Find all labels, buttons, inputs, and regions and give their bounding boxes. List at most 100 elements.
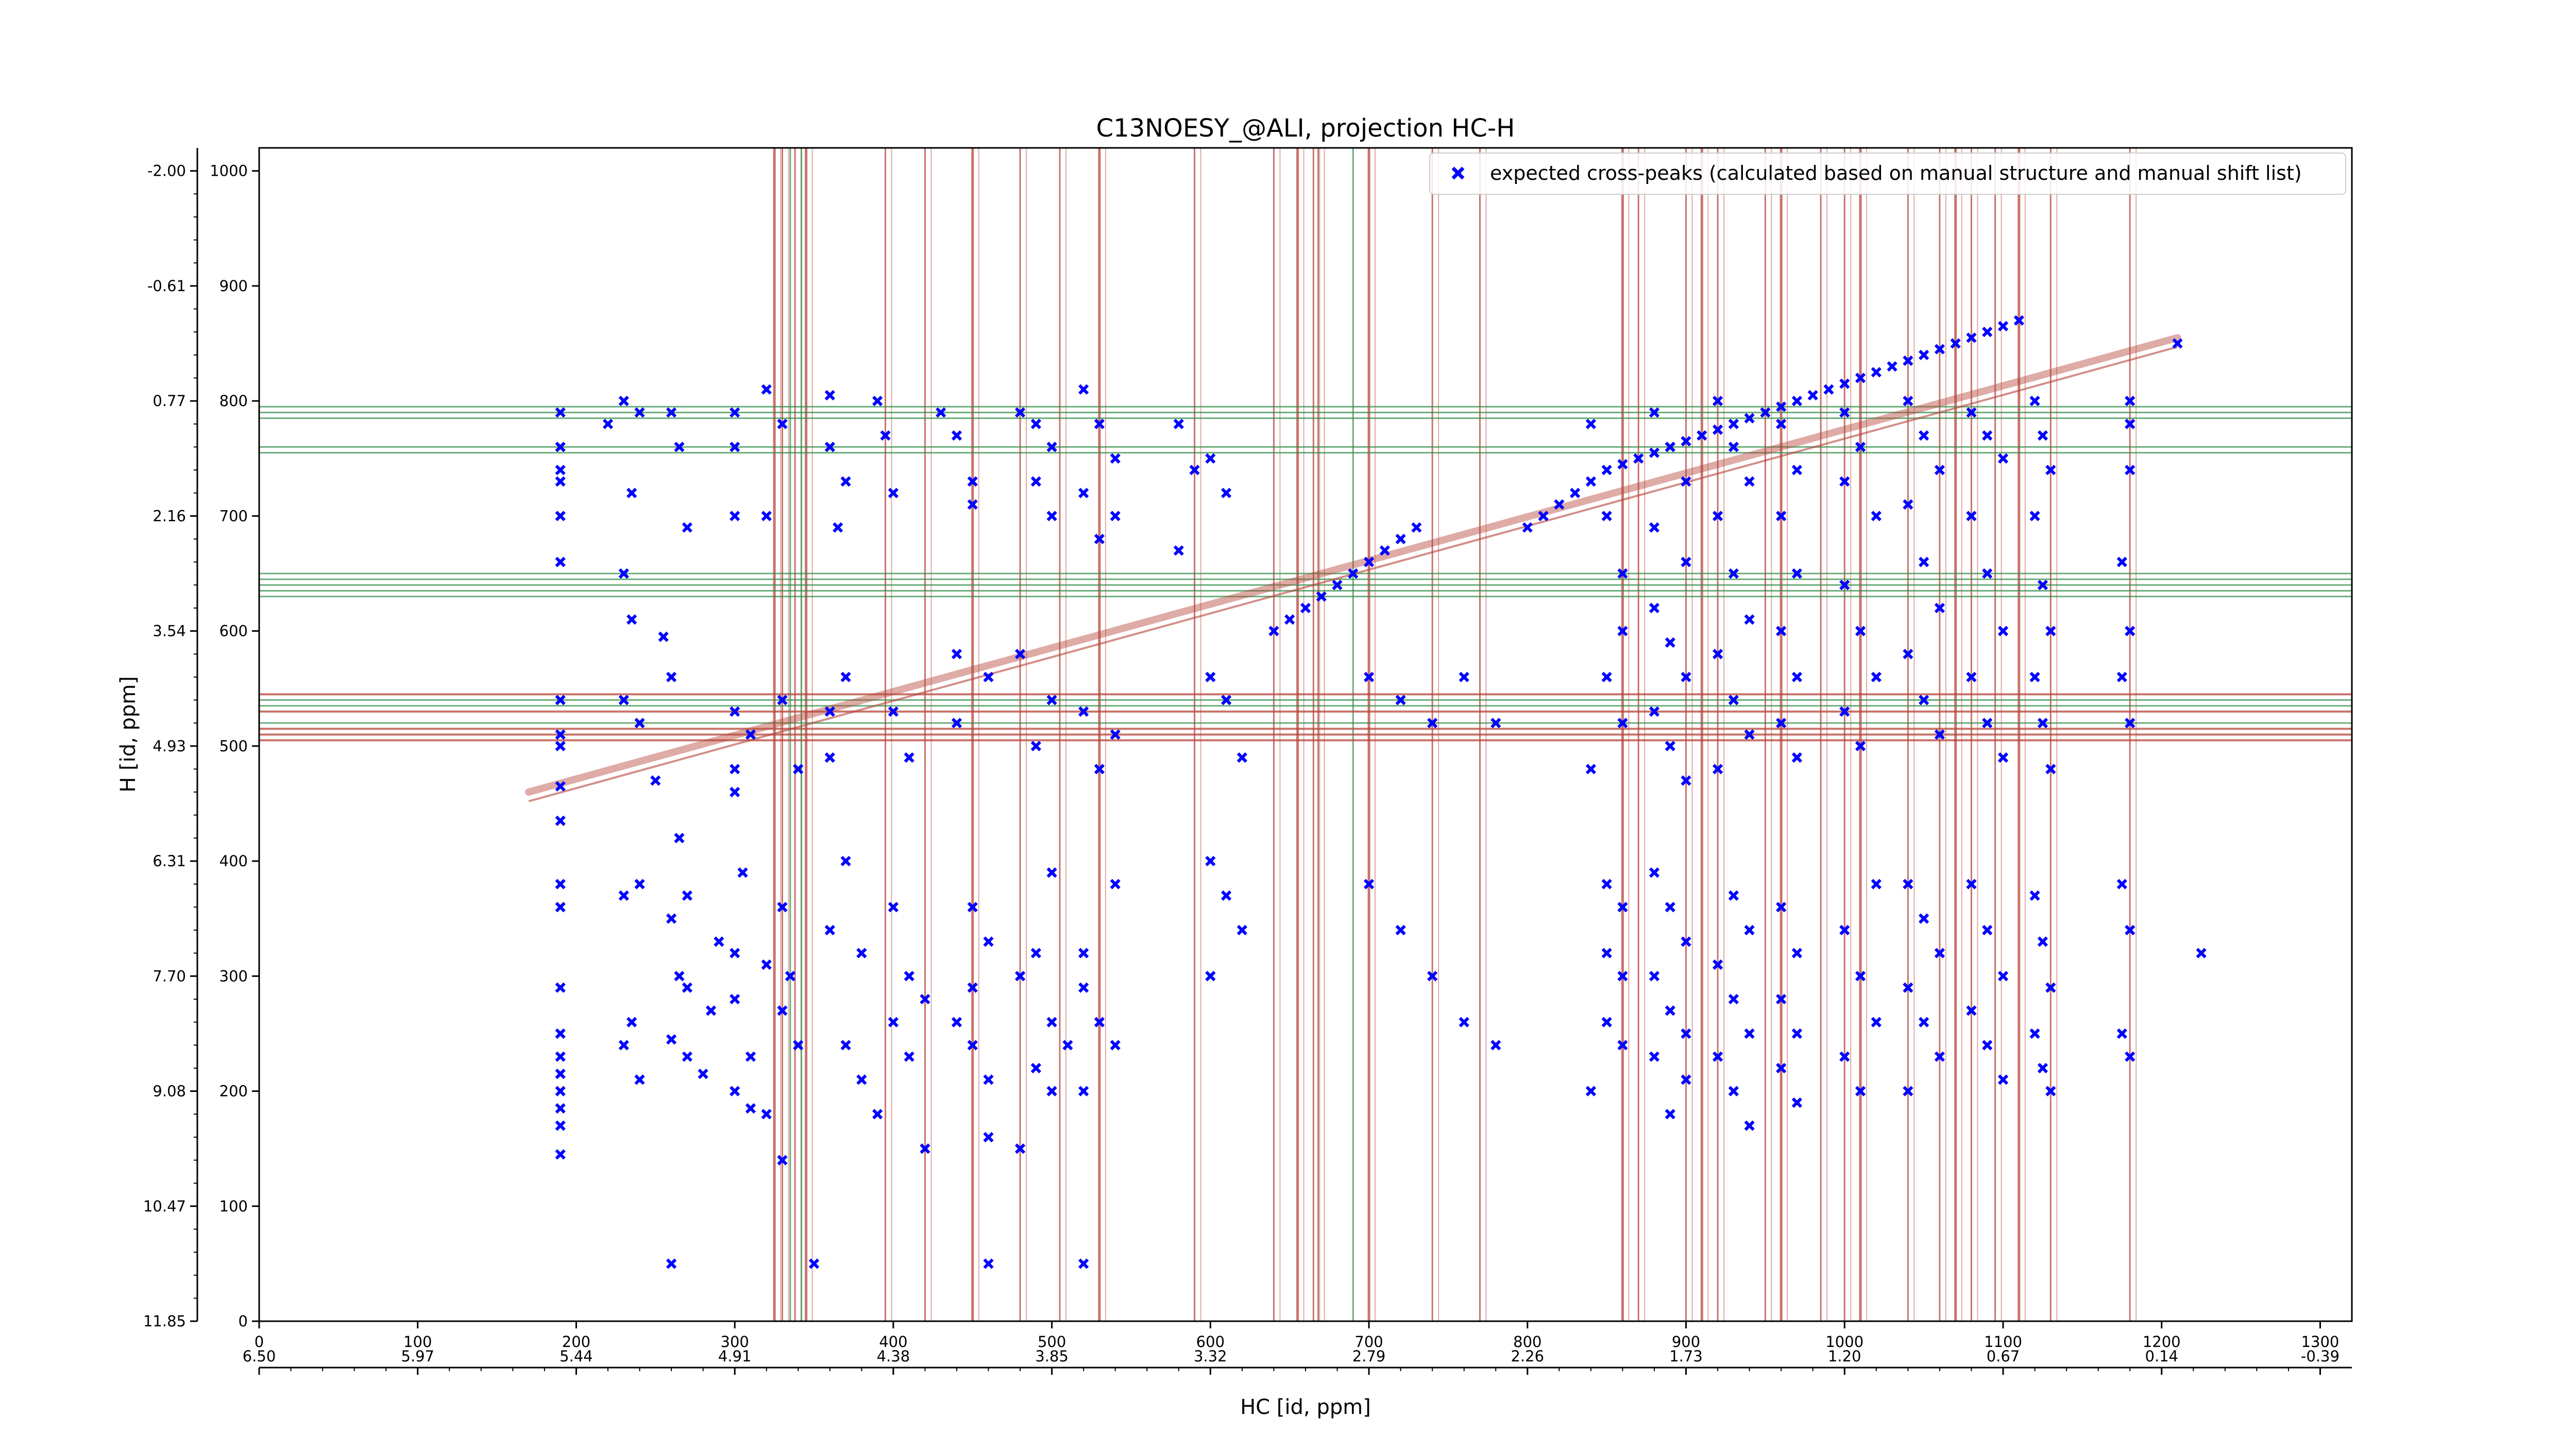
expected-peak <box>1728 695 1739 705</box>
expected-peak <box>1205 453 1216 464</box>
expected-peak <box>1062 1040 1073 1051</box>
expected-peak <box>666 407 677 418</box>
expected-peak <box>705 1005 717 1016</box>
expected-peak <box>2116 671 2127 683</box>
expected-peak <box>1839 924 1850 936</box>
expected-peak <box>745 1051 756 1062</box>
expected-peak <box>730 948 740 958</box>
expected-peak <box>634 407 645 418</box>
expected-peak <box>840 671 851 683</box>
expected-peak <box>840 855 851 867</box>
expected-peak <box>555 1103 566 1114</box>
x-tick-label: 800 <box>1513 1333 1541 1351</box>
expected-peak <box>1776 718 1787 729</box>
expected-peak <box>824 706 835 717</box>
expected-peak <box>904 971 914 982</box>
expected-peak <box>1697 430 1707 441</box>
expected-peak <box>824 442 835 452</box>
expected-peak <box>618 395 629 407</box>
expected-peak <box>1268 626 1279 636</box>
expected-peak <box>1823 384 1834 395</box>
expected-peak <box>1078 982 1089 993</box>
x-ppm-tick-label: 2.26 <box>1511 1347 1545 1365</box>
expected-peak <box>1014 971 1026 982</box>
x-tick-label: 900 <box>1672 1333 1700 1351</box>
expected-peak <box>730 407 740 418</box>
expected-peak <box>1712 1051 1723 1062</box>
expected-peak <box>1712 764 1723 774</box>
expected-peak <box>2029 1028 2040 1039</box>
expected-peak <box>2116 1028 2127 1039</box>
expected-peak <box>808 1258 820 1269</box>
x-ppm-tick-label: 4.38 <box>877 1347 910 1365</box>
expected-peak <box>1490 1040 1501 1051</box>
y-ppm-tick-label: 10.47 <box>143 1198 186 1215</box>
expected-peak <box>983 1132 994 1142</box>
expected-peak <box>1681 557 1691 567</box>
expected-peak <box>555 879 566 889</box>
expected-peak <box>1395 695 1406 705</box>
expected-peak <box>1934 464 1945 476</box>
expected-peak <box>682 1051 692 1062</box>
expected-peak <box>555 407 566 418</box>
x-ppm-tick-label: 1.20 <box>1828 1347 1861 1365</box>
expected-peak <box>1585 418 1597 429</box>
expected-peak <box>1791 395 1803 407</box>
expected-peak <box>1221 890 1232 901</box>
expected-peak <box>1110 453 1121 464</box>
expected-peak <box>967 499 978 510</box>
expected-peak <box>1110 1040 1121 1051</box>
expected-peak <box>618 695 629 705</box>
expected-peak <box>1744 729 1755 740</box>
expected-peak <box>555 1149 566 1160</box>
expected-peak <box>555 1051 566 1062</box>
expected-peak <box>983 1258 994 1269</box>
expected-peak <box>1681 1028 1691 1039</box>
expected-peak <box>920 1143 930 1154</box>
expected-peak <box>1728 993 1739 1005</box>
expected-peak <box>1046 867 1057 878</box>
expected-peak <box>1903 499 1913 510</box>
expected-peak <box>2045 464 2056 476</box>
expected-peak <box>777 1155 788 1166</box>
expected-peak <box>1791 1028 1803 1039</box>
expected-peak <box>1855 442 1866 452</box>
expected-peak <box>1919 913 1929 924</box>
expected-peak <box>2116 557 2127 567</box>
expected-peak <box>1712 424 1723 435</box>
expected-peak <box>1681 436 1691 447</box>
expected-peak <box>1014 1143 1026 1154</box>
expected-peak <box>904 752 914 763</box>
expected-peak <box>1982 430 1993 441</box>
expected-peak <box>626 487 637 498</box>
x-tick-label: 700 <box>1354 1333 1383 1351</box>
expected-peak <box>1617 718 1628 729</box>
expected-peak <box>2125 924 2136 936</box>
expected-peak <box>1046 695 1057 705</box>
expected-peak <box>666 1258 677 1269</box>
expected-peak <box>682 890 692 901</box>
expected-peak <box>2029 671 2040 683</box>
expected-peak <box>888 902 899 913</box>
y-ppm-tick-label: 4.93 <box>152 737 186 755</box>
x-tick-label: 0 <box>255 1333 264 1351</box>
expected-peak <box>602 418 614 429</box>
expected-peak <box>1681 775 1691 786</box>
expected-peak <box>1379 545 1390 556</box>
expected-peak <box>1997 626 2009 636</box>
expected-peak <box>1601 1017 1612 1027</box>
expected-peak <box>745 1103 756 1114</box>
expected-peak <box>730 764 740 774</box>
expected-peak <box>1490 718 1501 729</box>
expected-peak <box>793 764 804 774</box>
expected-peak <box>2125 464 2136 476</box>
expected-peak <box>1617 902 1628 913</box>
expected-peak <box>840 476 851 487</box>
expected-peak <box>1712 395 1723 407</box>
expected-peak <box>1855 373 1866 383</box>
expected-peak <box>1332 580 1343 591</box>
expected-peak <box>1997 321 2009 332</box>
diagonal-contour <box>525 334 2181 796</box>
expected-peak <box>1919 1017 1929 1027</box>
expected-peak <box>761 511 772 521</box>
